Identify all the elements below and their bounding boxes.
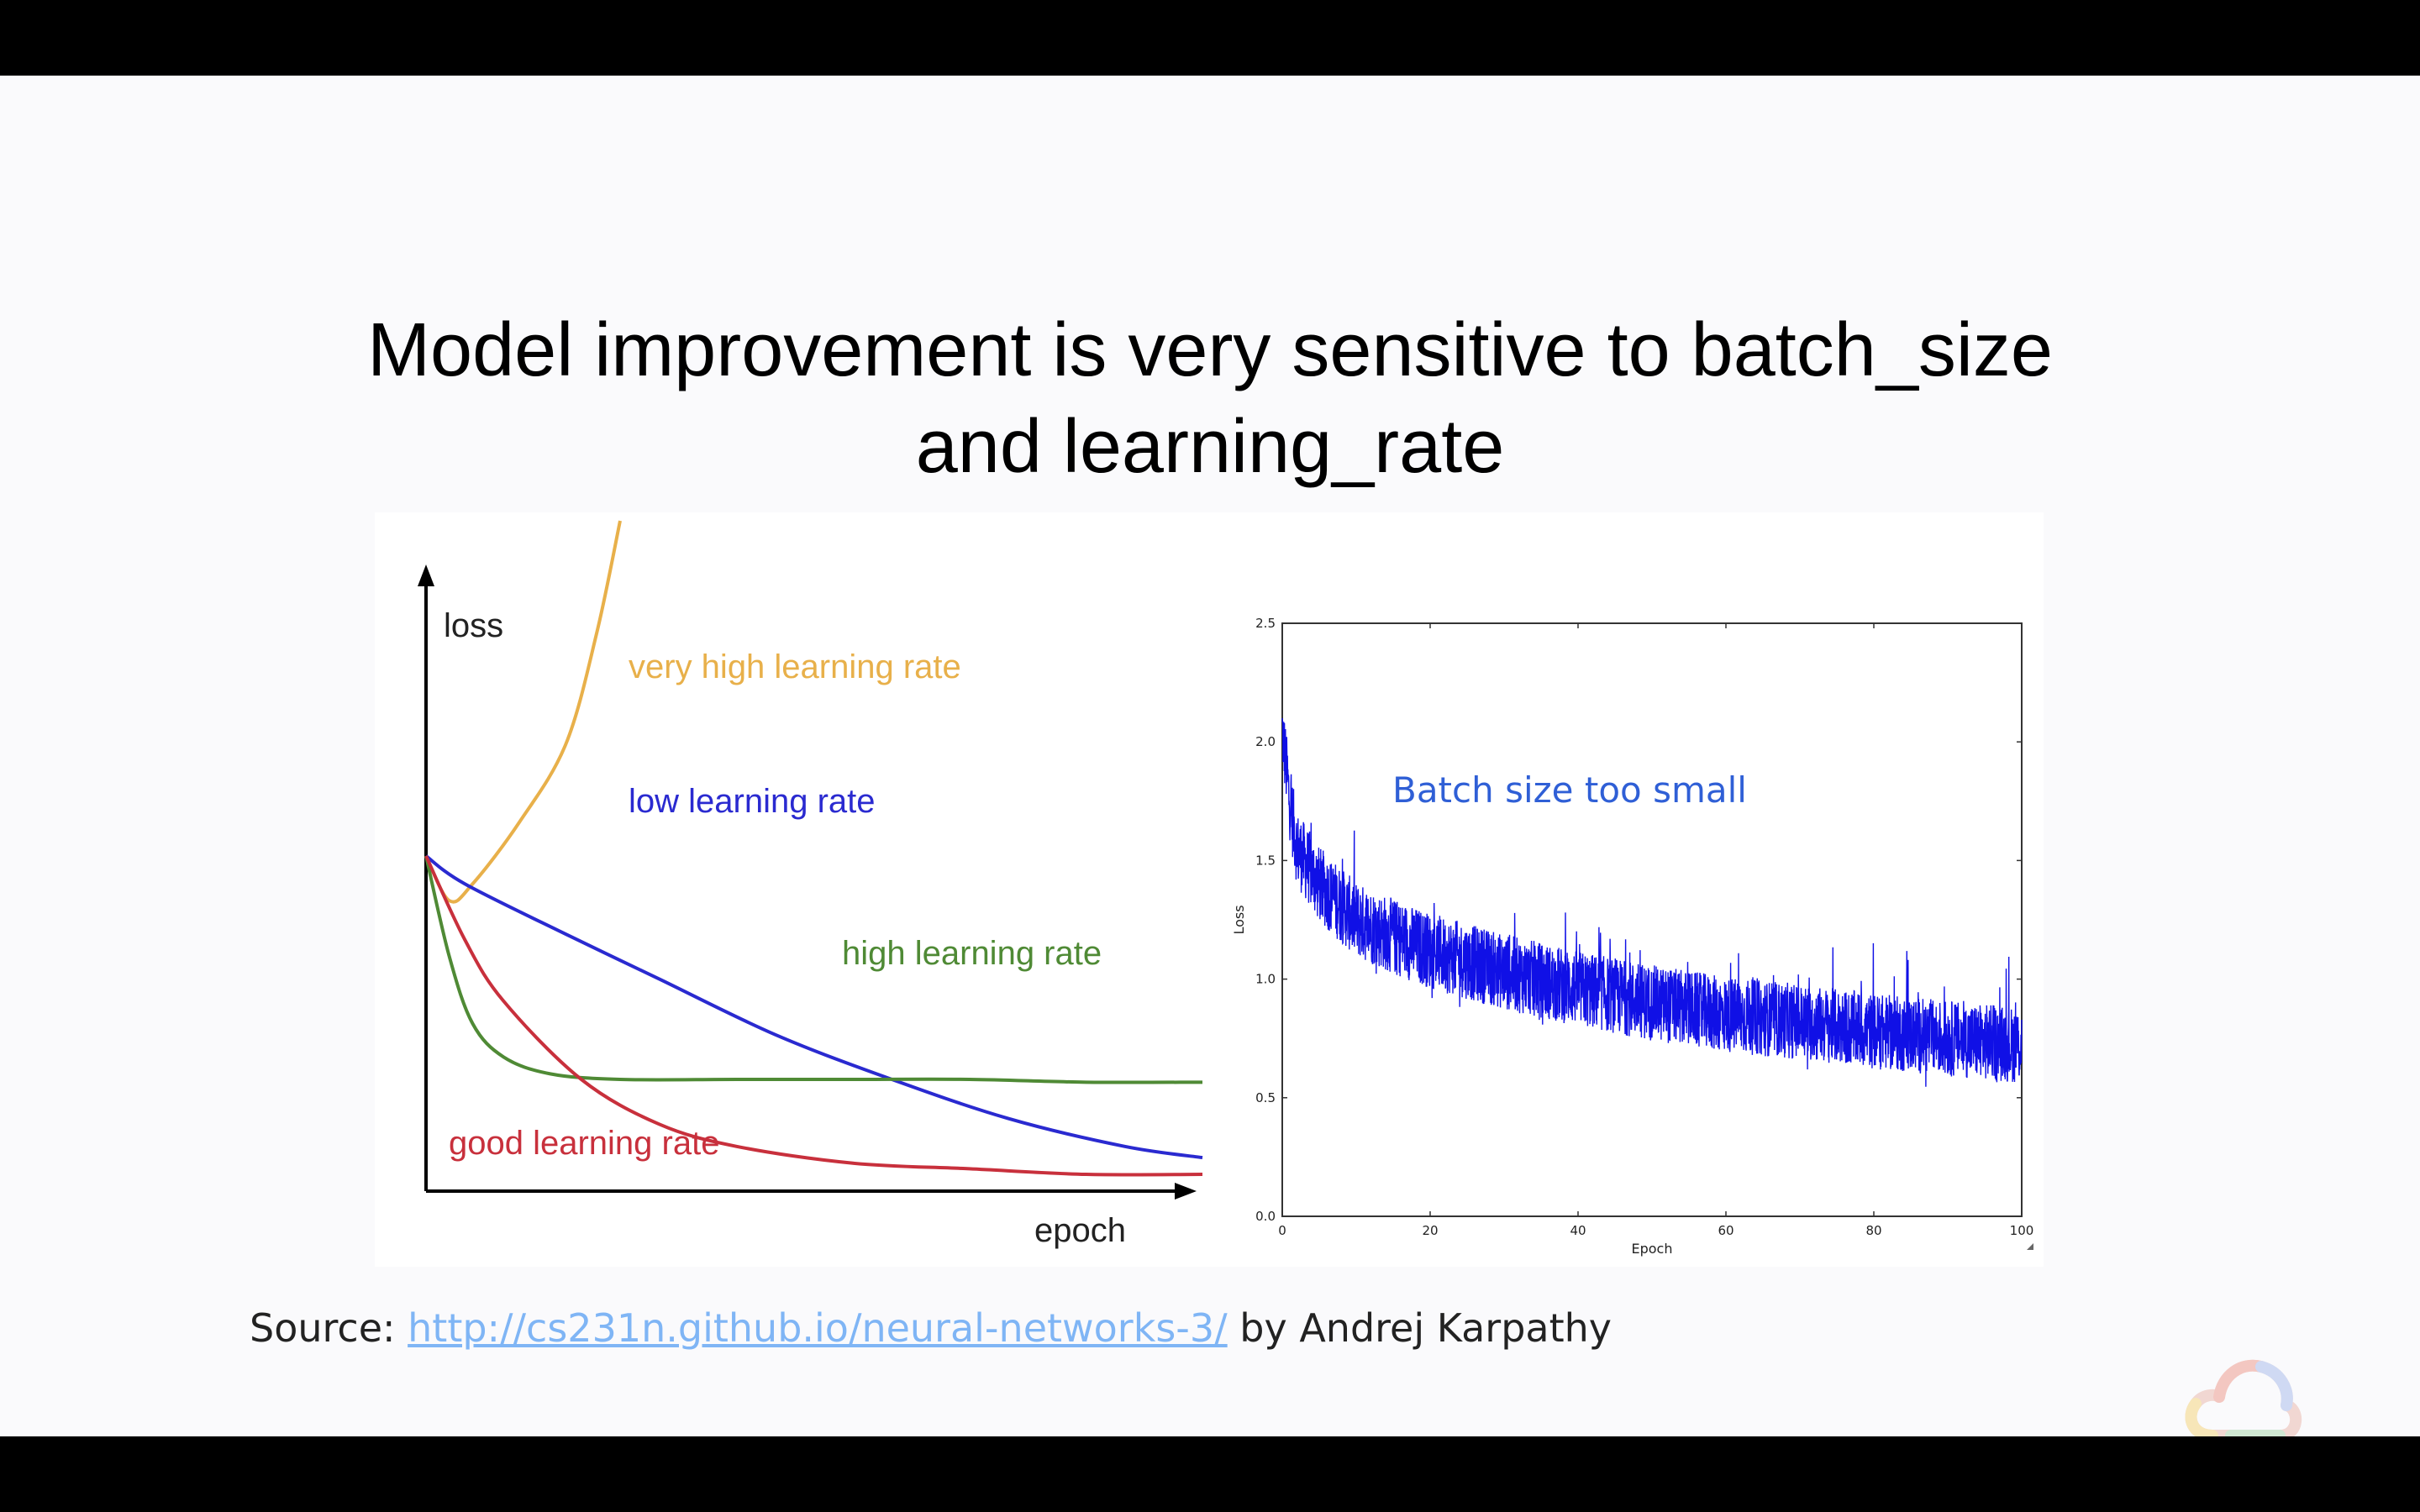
series-line-very-high [424, 520, 622, 904]
y-tick-label: 2.5 [1255, 616, 1276, 631]
series-label-very-high: very high learning rate [629, 648, 961, 685]
title-line-2: and learning_rate [915, 405, 1505, 489]
loss-series [1281, 718, 2023, 1087]
y-tick-label: 2.0 [1255, 734, 1276, 749]
y-tick-label: 0.5 [1255, 1090, 1276, 1105]
tick-marks: 0 20 40 60 80 100 0.0 0.5 1.0 1.5 2.0 2.5 [1255, 616, 2033, 1238]
x-axis-label: epoch [1034, 1212, 1126, 1249]
y-tick-label: 1.5 [1255, 853, 1276, 868]
series-line-good [424, 855, 1203, 1177]
batch-size-chart: 0 20 40 60 80 100 0.0 0.5 1.0 1.5 2.0 2.5 Batch siz… [1231, 616, 2033, 1257]
x-tick-label: 0 [1278, 1223, 1286, 1238]
series-line-high [424, 855, 1203, 1084]
learning-rate-chart: loss epoch very high learning rate low l… [418, 520, 1203, 1249]
y-tick-label: 1.0 [1255, 972, 1276, 987]
figure-panel: loss epoch very high learning rate low l… [375, 512, 2044, 1267]
letterbox-bottom [0, 1436, 2420, 1512]
series-label-high: high learning rate [842, 935, 1102, 972]
x-axis-title: Epoch [1632, 1241, 1673, 1257]
resize-grip-icon [2027, 1243, 2033, 1250]
y-tick-label: 0.0 [1255, 1209, 1276, 1224]
series-label-good: good learning rate [449, 1125, 719, 1162]
x-tick-label: 100 [2010, 1223, 2034, 1238]
series-line-low [424, 854, 1203, 1160]
y-axis-label: loss [444, 607, 503, 644]
series-label-low: low learning rate [629, 783, 876, 820]
source-suffix: by Andrej Karpathy [1227, 1305, 1612, 1351]
figure-svg: loss epoch very high learning rate low l… [418, 520, 2033, 1257]
source-link[interactable]: http://cs231n.github.io/neural-networks-… [408, 1305, 1228, 1351]
slide: Model improvement is very sensitive to b… [0, 76, 2420, 1441]
title-line-1: Model improvement is very sensitive to b… [367, 308, 2053, 392]
annotation-text: Batch size too small [1392, 769, 1747, 811]
y-axis-arrow [418, 564, 434, 586]
letterbox-top [0, 0, 2420, 76]
x-tick-label: 80 [1865, 1223, 1881, 1238]
source-citation: Source: http://cs231n.github.io/neural-n… [250, 1305, 1612, 1351]
x-axis-arrow [1175, 1183, 1197, 1200]
slide-title: Model improvement is very sensitive to b… [202, 302, 2218, 496]
x-tick-label: 60 [1718, 1223, 1733, 1238]
y-axis-title: Loss [1231, 905, 1247, 934]
loss-line [1281, 718, 2023, 1087]
x-tick-label: 40 [1570, 1223, 1586, 1238]
source-prefix: Source: [250, 1305, 408, 1351]
series-lines [424, 520, 1203, 1177]
google-cloud-logo-icon [2185, 1359, 2302, 1441]
x-tick-label: 20 [1422, 1223, 1438, 1238]
